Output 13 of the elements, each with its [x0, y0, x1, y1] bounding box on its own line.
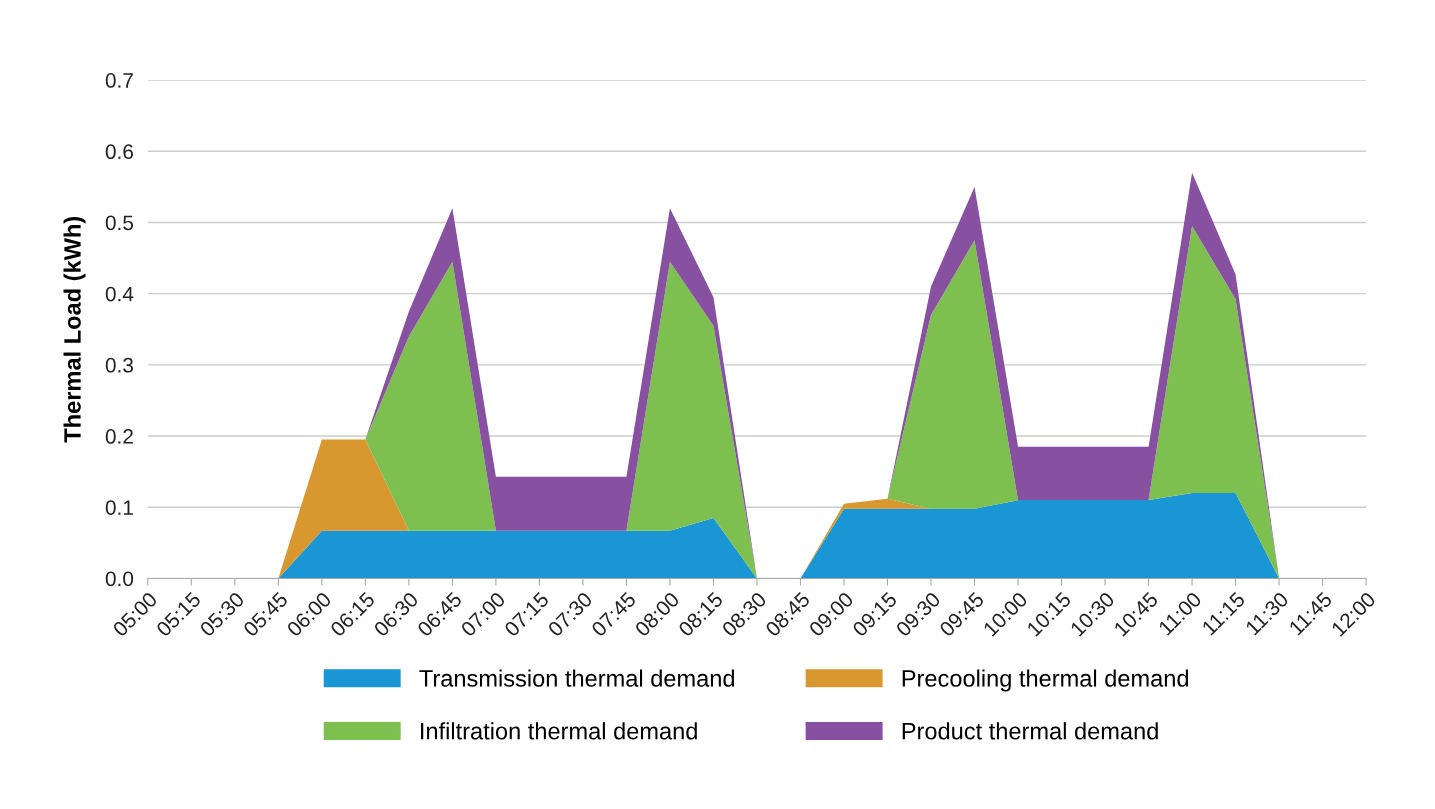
y-tick-label: 0.0: [105, 571, 134, 587]
y-tick-label: 0.5: [105, 215, 134, 231]
y-tick-label: 0.7: [105, 73, 133, 88]
y-tick-label: 0.1: [105, 500, 133, 515]
legend-label: Transmission thermal demand: [419, 669, 735, 687]
legend-label: Product thermal demand: [902, 722, 1158, 740]
legend-label: Precooling thermal demand: [902, 669, 1189, 692]
y-tick-label: 0.2: [105, 429, 133, 444]
y-axis-title: Thermal Load (kWh): [63, 216, 86, 443]
y-tick-label: 0.3: [105, 357, 133, 373]
y-tick-label: 0.6: [105, 144, 133, 160]
y-tick-label: 0.4: [105, 286, 134, 302]
legend-label: Infiltration thermal demand: [421, 722, 697, 740]
